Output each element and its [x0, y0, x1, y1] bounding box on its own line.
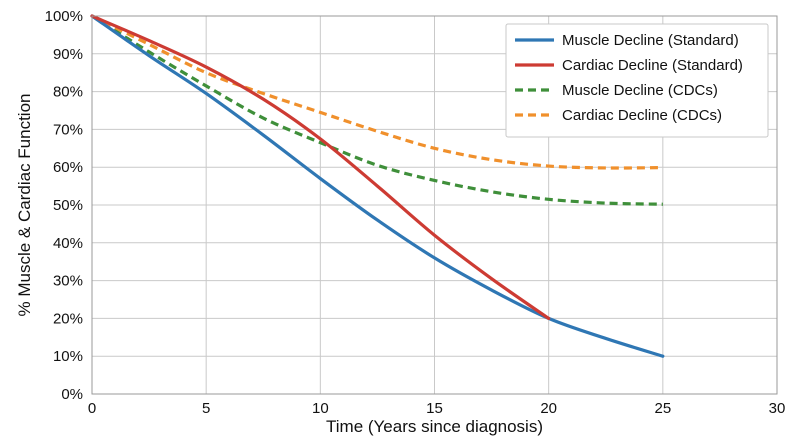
y-tick-label: 10% — [53, 348, 83, 365]
plot-area-border — [91, 15, 778, 395]
x-tick-label: 10 — [312, 400, 329, 417]
y-tick-label: 40% — [53, 235, 83, 252]
x-tick-label: 25 — [654, 400, 671, 417]
y-tick-label: 20% — [53, 310, 83, 327]
series-line-3 — [91, 14, 663, 170]
x-tick-label: 20 — [540, 400, 557, 417]
x-tick-label: 15 — [426, 400, 443, 417]
y-tick-label: 50% — [53, 197, 83, 214]
y-axis-ticks: 0% 10% 20% 30% 40% 50% 60% 70% 80% 90% 100% — [45, 8, 83, 403]
y-tick-label: 0% — [61, 386, 83, 403]
y-tick-label: 100% — [45, 8, 83, 25]
y-tick-label: 70% — [53, 121, 83, 138]
x-tick-label: 5 — [202, 400, 210, 417]
x-tick-label: 30 — [769, 400, 786, 417]
y-tick-label: 90% — [53, 46, 83, 63]
y-tick-label: 30% — [53, 273, 83, 290]
series-line-1 — [90, 14, 551, 320]
x-axis-title: Time (Years since diagnosis) — [326, 417, 543, 436]
series-line-0 — [90, 14, 665, 358]
y-tick-label: 80% — [53, 84, 83, 101]
series-lines — [90, 14, 665, 358]
legend-label: Muscle Decline (CDCs) — [562, 82, 718, 99]
legend-label: Cardiac Decline (CDCs) — [562, 107, 722, 124]
y-tick-label: 60% — [53, 159, 83, 176]
series-line-2 — [91, 14, 663, 206]
legend-label: Muscle Decline (Standard) — [562, 32, 739, 49]
legend: Muscle Decline (Standard) Cardiac Decline… — [505, 23, 769, 138]
legend-label: Cardiac Decline (Standard) — [562, 57, 743, 74]
y-axis-title: % Muscle & Cardiac Function — [15, 94, 34, 317]
legend-box — [505, 23, 769, 138]
x-tick-label: 0 — [88, 400, 96, 417]
x-axis-ticks: 0 5 10 15 20 25 30 — [88, 400, 786, 417]
